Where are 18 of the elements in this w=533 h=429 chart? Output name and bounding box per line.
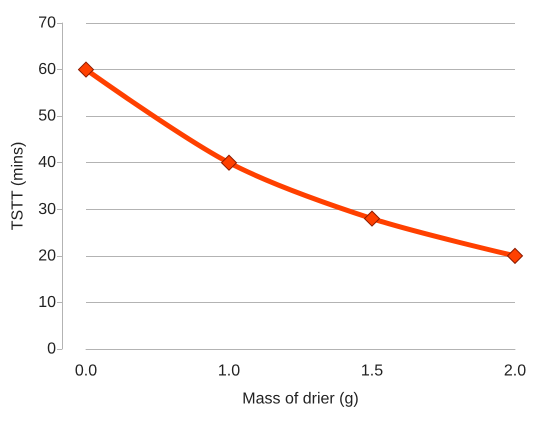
x-axis-title: Mass of drier (g) <box>242 390 359 408</box>
y-tick-label: 20 <box>38 247 56 264</box>
x-tick-label: 2.0 <box>504 362 526 380</box>
point <box>78 62 94 78</box>
x-tick-label: 0.0 <box>74 362 98 380</box>
y-tick-label: 70 <box>38 14 56 32</box>
y-tick-label: 40 <box>38 154 56 172</box>
x-tick-label: 1.0 <box>218 362 240 380</box>
y-tick-label: 50 <box>38 108 56 125</box>
point <box>364 210 380 227</box>
y-tick-label: 0 <box>47 340 56 358</box>
x-tick-label: 1.5 <box>360 362 384 380</box>
point <box>221 154 237 171</box>
point <box>507 248 523 264</box>
y-tick-label: 30 <box>38 200 56 218</box>
y-tick-label: 60 <box>38 61 56 78</box>
y-tick-label: 10 <box>38 294 56 311</box>
y-axis-title: TSTT (mins) <box>10 142 26 230</box>
